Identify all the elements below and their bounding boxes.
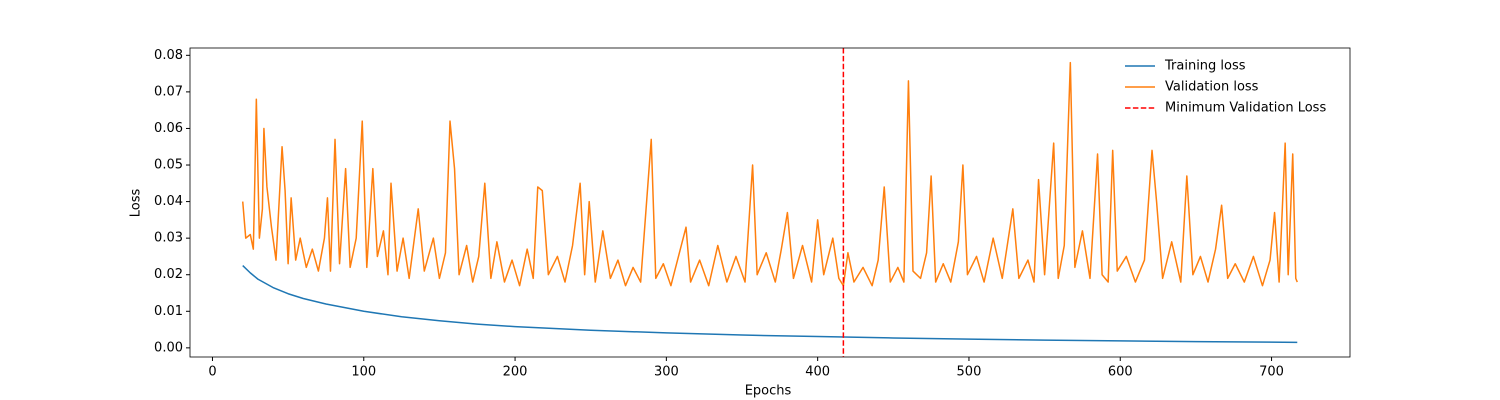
x-tick-label: 700 xyxy=(1259,365,1284,380)
y-tick-label: 0.01 xyxy=(154,304,183,319)
legend-label: Validation loss xyxy=(1165,80,1259,95)
legend-label: Minimum Validation Loss xyxy=(1165,101,1326,116)
y-tick-label: 0.03 xyxy=(154,231,183,246)
legend-label: Training loss xyxy=(1164,59,1246,74)
y-tick-label: 0.04 xyxy=(154,194,183,209)
x-tick-label: 200 xyxy=(503,365,528,380)
x-tick-label: 400 xyxy=(805,365,830,380)
y-tick-label: 0.05 xyxy=(154,158,183,173)
y-tick-label: 0.02 xyxy=(154,267,183,282)
series-line xyxy=(242,265,1298,344)
x-tick-label: 100 xyxy=(351,365,376,380)
y-tick-label: 0.06 xyxy=(154,121,183,136)
y-axis-label: Loss xyxy=(129,189,144,218)
x-tick-label: 0 xyxy=(208,365,216,380)
x-tick-label: 300 xyxy=(654,365,679,380)
x-tick-label: 500 xyxy=(957,365,982,380)
y-tick-label: 0.07 xyxy=(154,84,183,99)
series-line xyxy=(241,61,1298,287)
y-tick-label: 0.00 xyxy=(154,340,183,355)
y-tick-label: 0.08 xyxy=(154,48,183,63)
plot-frame xyxy=(189,47,1351,358)
x-axis-label: Epochs xyxy=(745,384,792,399)
x-tick-label: 600 xyxy=(1108,365,1133,380)
